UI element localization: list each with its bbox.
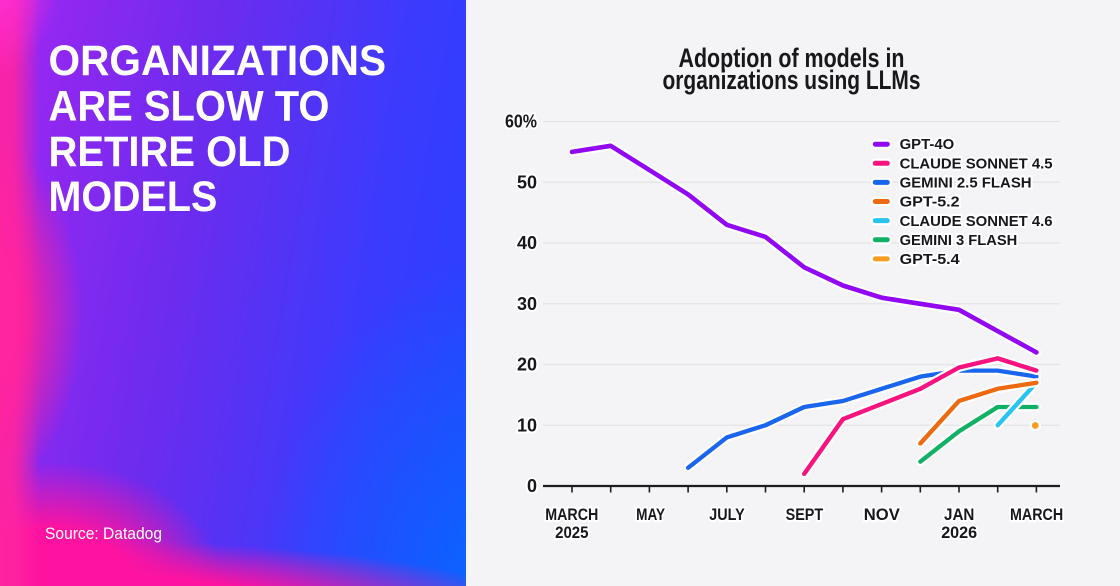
svg-text:GEMINI 3 FLASH: GEMINI 3 FLASH (900, 232, 1018, 249)
svg-text:MARCH: MARCH (1010, 506, 1063, 524)
svg-text:ARE SLOW TO: ARE SLOW TO (49, 82, 330, 130)
svg-text:2026: 2026 (941, 524, 977, 542)
svg-text:20: 20 (517, 355, 537, 375)
svg-text:0: 0 (527, 476, 537, 496)
svg-text:JAN: JAN (944, 506, 974, 524)
svg-text:60%: 60% (505, 112, 537, 132)
svg-text:RETIRE OLD: RETIRE OLD (49, 128, 291, 176)
svg-text:2025: 2025 (555, 524, 588, 542)
svg-text:MAY: MAY (636, 506, 665, 524)
svg-text:GEMINI 2.5 FLASH: GEMINI 2.5 FLASH (900, 175, 1032, 192)
svg-text:CLAUDE SONNET 4.5: CLAUDE SONNET 4.5 (900, 155, 1053, 172)
svg-text:GPT-5.4: GPT-5.4 (900, 251, 961, 268)
svg-text:Adoption of models in: Adoption of models in (679, 43, 905, 73)
svg-text:MARCH: MARCH (545, 506, 598, 524)
svg-text:JULY: JULY (709, 506, 744, 524)
svg-text:10: 10 (517, 415, 537, 435)
svg-text:30: 30 (517, 294, 537, 314)
svg-text:SEPT: SEPT (786, 506, 824, 524)
svg-text:GPT-5.2: GPT-5.2 (900, 194, 960, 211)
svg-text:CLAUDE SONNET 4.6: CLAUDE SONNET 4.6 (900, 213, 1053, 230)
svg-text:Source: Datadog: Source: Datadog (45, 524, 162, 543)
svg-text:NOV: NOV (864, 506, 900, 524)
svg-text:ORGANIZATIONS: ORGANIZATIONS (49, 37, 387, 85)
svg-text:MODELS: MODELS (49, 173, 218, 221)
svg-text:GPT-4O: GPT-4O (900, 136, 955, 153)
svg-text:40: 40 (517, 233, 537, 253)
svg-text:organizations using LLMs: organizations using LLMs (663, 65, 921, 95)
svg-text:50: 50 (517, 172, 537, 192)
